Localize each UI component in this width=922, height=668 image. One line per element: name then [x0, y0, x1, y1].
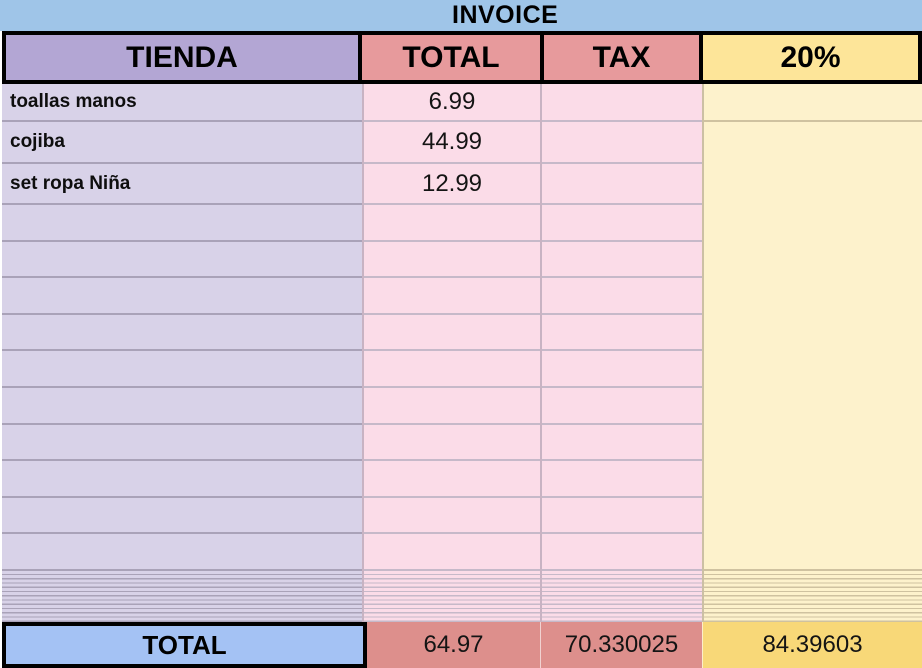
cell-item-total[interactable]: 6.99 [364, 84, 540, 122]
empty-cell[interactable] [2, 278, 362, 315]
empty-cell[interactable] [364, 278, 540, 315]
header-label-tax: TAX [592, 40, 651, 74]
empty-cell[interactable] [364, 205, 540, 242]
header-label-percent: 20% [780, 40, 841, 74]
compressed-rows-tienda [2, 570, 362, 622]
total-row: TOTAL 64.97 70.330025 84.39603 [2, 622, 922, 668]
column-total: 6.99 44.99 12.99 [362, 84, 540, 622]
cell-item-name[interactable]: toallas manos [2, 84, 362, 122]
empty-cell[interactable] [2, 205, 362, 242]
merged-cell-percent[interactable] [704, 122, 922, 571]
empty-cell[interactable] [542, 534, 702, 571]
empty-cell[interactable] [542, 351, 702, 388]
empty-cell[interactable] [2, 498, 362, 535]
empty-cell[interactable] [2, 351, 362, 388]
empty-cell[interactable] [542, 205, 702, 242]
header-cell-tax[interactable]: TAX [544, 35, 699, 80]
cell-item-tax[interactable] [542, 122, 702, 164]
footer-percent-cell[interactable]: 84.39603 [702, 622, 922, 668]
empty-cell[interactable] [2, 534, 362, 571]
empty-cell[interactable] [364, 242, 540, 279]
header-label-tienda: TIENDA [126, 40, 238, 74]
cell-item-tax[interactable] [542, 84, 702, 122]
column-percent [702, 84, 922, 622]
header-cell-tienda[interactable]: TIENDA [6, 35, 358, 80]
cell-item-tax[interactable] [542, 164, 702, 205]
header-label-total: TOTAL [402, 40, 500, 74]
empty-cell[interactable] [364, 388, 540, 425]
cell-item-name[interactable]: set ropa Niña [2, 164, 362, 205]
empty-cell[interactable] [364, 351, 540, 388]
footer-label: TOTAL [6, 626, 363, 664]
compressed-rows-tax [542, 570, 702, 622]
empty-cell[interactable] [364, 498, 540, 535]
compressed-rows-total [364, 570, 540, 622]
footer-total-cell[interactable]: 64.97 [367, 622, 540, 668]
footer-tax-cell[interactable]: 70.330025 [540, 622, 702, 668]
title-band: INVOICE [0, 0, 922, 31]
empty-cell[interactable] [2, 425, 362, 462]
cell-item-percent[interactable] [704, 84, 922, 122]
empty-cell[interactable] [2, 315, 362, 352]
empty-cell[interactable] [542, 461, 702, 498]
empty-cell[interactable] [542, 242, 702, 279]
header-cell-total[interactable]: TOTAL [362, 35, 540, 80]
cell-item-total[interactable]: 44.99 [364, 122, 540, 164]
compressed-rows-percent [704, 571, 922, 622]
empty-cell[interactable] [542, 425, 702, 462]
empty-cell[interactable] [542, 498, 702, 535]
empty-cell[interactable] [542, 278, 702, 315]
empty-cell[interactable] [364, 534, 540, 571]
empty-cell[interactable] [2, 242, 362, 279]
empty-cell[interactable] [542, 315, 702, 352]
footer-label-cell[interactable]: TOTAL [2, 622, 367, 668]
header-cell-percent[interactable]: 20% [703, 35, 918, 80]
empty-cell[interactable] [364, 461, 540, 498]
empty-cell[interactable] [2, 461, 362, 498]
header-row: TIENDA TOTAL TAX 20% [2, 31, 922, 84]
empty-cell[interactable] [542, 388, 702, 425]
cell-item-total[interactable]: 12.99 [364, 164, 540, 205]
empty-cell[interactable] [364, 425, 540, 462]
empty-cell[interactable] [2, 388, 362, 425]
column-tienda: toallas manos cojiba set ropa Niña [2, 84, 362, 622]
invoice-title: INVOICE [452, 1, 559, 29]
table-body: toallas manos cojiba set ropa Niña 6.99 … [0, 84, 922, 622]
cell-item-name[interactable]: cojiba [2, 122, 362, 164]
empty-cell[interactable] [364, 315, 540, 352]
column-tax [540, 84, 702, 622]
